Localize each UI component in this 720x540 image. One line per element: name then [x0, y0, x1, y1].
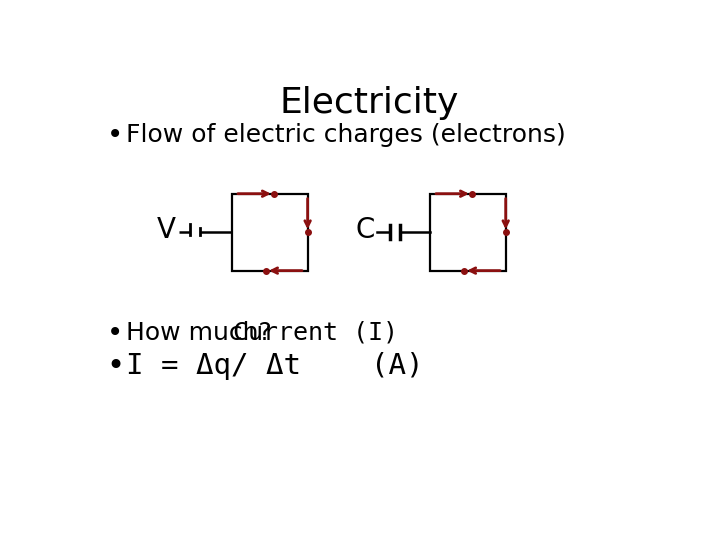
Text: Flow of electric charges (electrons): Flow of electric charges (electrons)	[126, 124, 566, 147]
Text: V: V	[157, 216, 176, 244]
Text: C: C	[355, 216, 374, 244]
Bar	[431, 194, 505, 271]
Text: How much?: How much?	[126, 321, 288, 345]
Text: •: •	[107, 319, 123, 347]
Text: •: •	[107, 122, 123, 150]
Text: Current (I): Current (I)	[233, 321, 398, 345]
Text: I = Δq/ Δt    (A): I = Δq/ Δt (A)	[126, 352, 424, 380]
Text: Electricity: Electricity	[279, 85, 459, 119]
Bar	[233, 194, 307, 271]
Text: •: •	[107, 352, 125, 381]
